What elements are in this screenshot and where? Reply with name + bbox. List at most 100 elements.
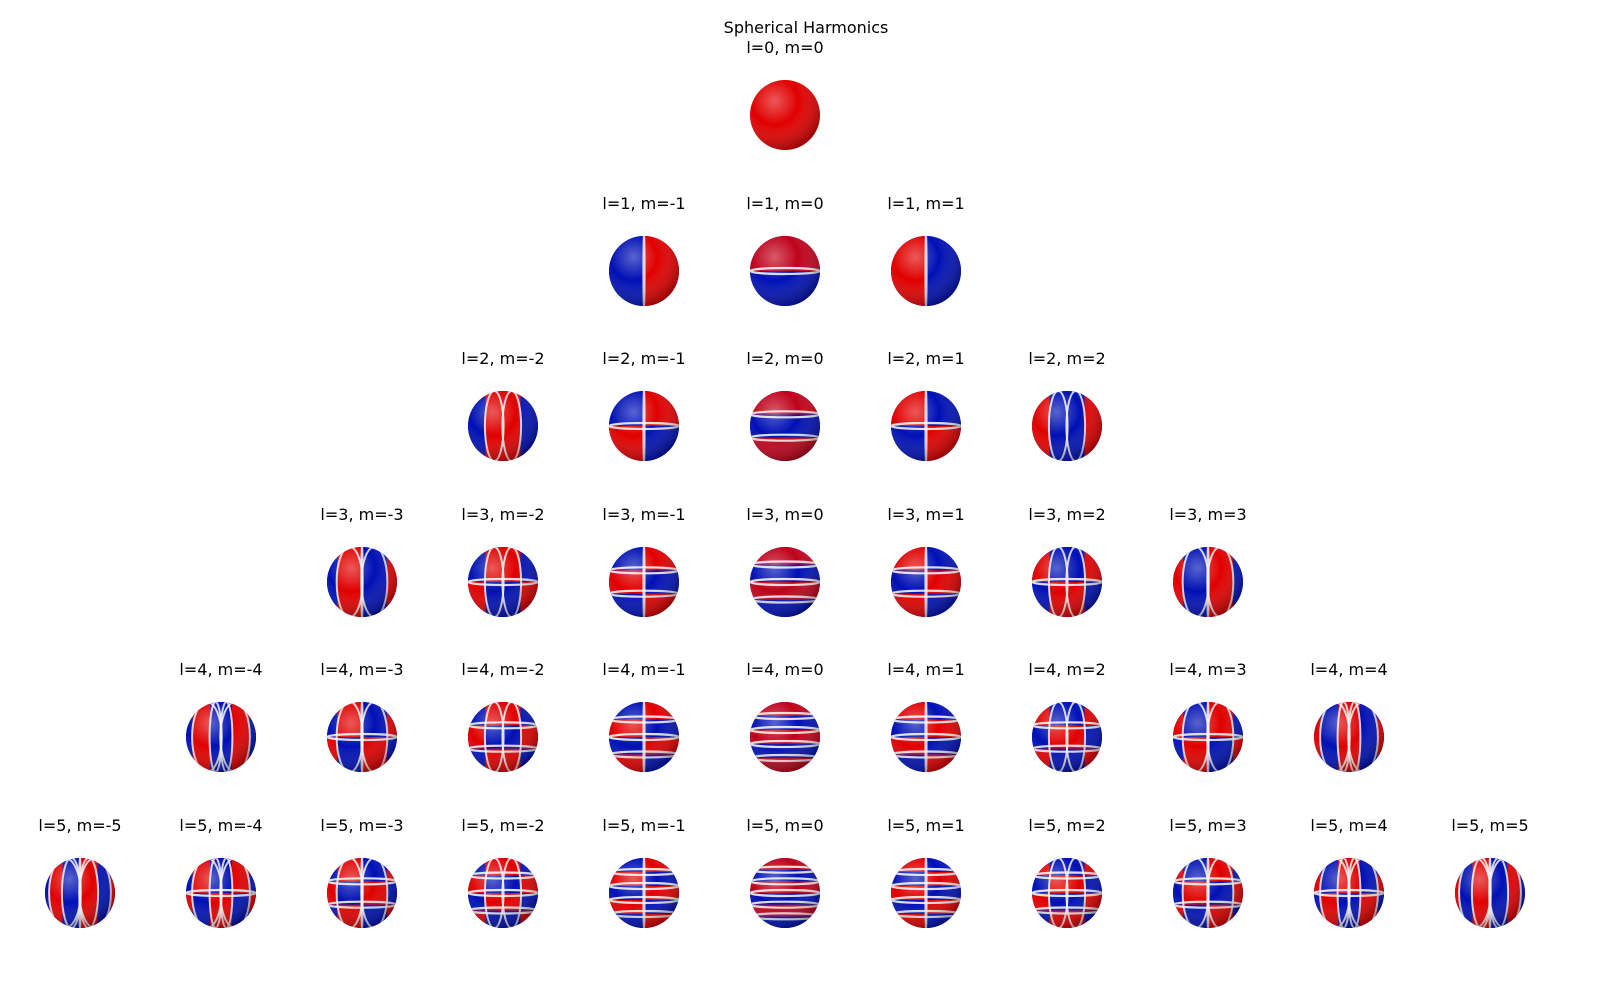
harmonic-sphere — [1314, 858, 1384, 928]
harmonic-sphere — [327, 546, 397, 617]
harmonic-cell: l=4, m=1 — [851, 660, 1001, 810]
sphere-surface — [750, 235, 820, 306]
sphere-surface — [327, 702, 397, 773]
sphere-surface — [1455, 858, 1525, 928]
harmonic-label: l=5, m=-1 — [602, 816, 686, 835]
harmonic-label: l=2, m=-1 — [602, 349, 686, 369]
harmonic-label: l=5, m=2 — [1028, 816, 1106, 835]
harmonic-sphere — [891, 391, 961, 462]
sphere-surface — [1173, 546, 1243, 617]
sphere-surface — [468, 702, 538, 773]
harmonic-cell: l=5, m=3 — [1133, 816, 1283, 966]
harmonic-cell: l=3, m=1 — [851, 505, 1001, 655]
sphere-surface — [1032, 858, 1102, 928]
harmonic-label: l=1, m=-1 — [602, 193, 686, 213]
harmonic-cell: l=5, m=-4 — [146, 816, 296, 966]
sphere-surface — [327, 546, 397, 617]
sphere-surface — [186, 858, 256, 928]
harmonic-cell: l=3, m=2 — [992, 505, 1142, 655]
harmonic-cell: l=2, m=-1 — [569, 349, 719, 499]
sphere-surface — [1032, 391, 1102, 462]
harmonic-sphere — [186, 858, 256, 928]
harmonic-sphere — [468, 391, 538, 462]
harmonic-cell: l=5, m=-5 — [5, 816, 155, 966]
harmonic-label: l=5, m=-3 — [320, 816, 404, 835]
harmonic-cell: l=0, m=0 — [710, 38, 860, 188]
harmonic-sphere — [609, 702, 679, 773]
sphere-surface — [45, 858, 115, 928]
harmonic-label: l=3, m=1 — [887, 504, 965, 524]
harmonic-label: l=4, m=1 — [887, 660, 965, 680]
sphere-surface — [609, 702, 679, 773]
harmonic-sphere — [891, 546, 961, 617]
harmonic-cell: l=4, m=-2 — [428, 660, 578, 810]
harmonic-label: l=5, m=1 — [887, 816, 965, 835]
harmonic-cell: l=2, m=0 — [710, 349, 860, 499]
sphere-surface — [891, 702, 961, 773]
harmonic-sphere — [891, 858, 961, 928]
harmonic-sphere — [1032, 546, 1102, 617]
sphere-surface — [750, 80, 820, 150]
harmonic-label: l=4, m=2 — [1028, 660, 1106, 680]
harmonic-label: l=2, m=2 — [1028, 349, 1106, 369]
harmonic-label: l=3, m=-2 — [461, 504, 545, 524]
harmonic-sphere — [327, 702, 397, 773]
harmonic-sphere — [186, 702, 256, 773]
harmonic-label: l=2, m=-2 — [461, 349, 545, 369]
harmonic-sphere — [468, 702, 538, 773]
harmonic-cell: l=1, m=-1 — [569, 194, 719, 344]
sphere-surface — [609, 391, 679, 462]
harmonic-cell: l=3, m=0 — [710, 505, 860, 655]
harmonic-sphere — [45, 858, 115, 928]
sphere-surface — [609, 235, 679, 306]
harmonic-label: l=4, m=-2 — [461, 660, 545, 680]
harmonic-sphere — [1032, 858, 1102, 928]
harmonic-sphere — [1455, 858, 1525, 928]
harmonic-cell: l=2, m=2 — [992, 349, 1142, 499]
harmonic-label: l=2, m=1 — [887, 349, 965, 369]
harmonic-sphere — [891, 702, 961, 773]
sphere-surface — [609, 858, 679, 928]
sphere-surface — [1314, 702, 1384, 773]
harmonic-cell: l=3, m=-3 — [287, 505, 437, 655]
sphere-surface — [891, 235, 961, 306]
harmonic-cell: l=4, m=-4 — [146, 660, 296, 810]
harmonic-cell: l=4, m=0 — [710, 660, 860, 810]
harmonic-cell: l=2, m=1 — [851, 349, 1001, 499]
sphere-surface — [468, 546, 538, 617]
harmonic-cell: l=4, m=3 — [1133, 660, 1283, 810]
harmonic-cell: l=5, m=2 — [992, 816, 1142, 966]
harmonic-label: l=5, m=3 — [1169, 816, 1247, 835]
sphere-surface — [750, 858, 820, 928]
harmonic-cell: l=3, m=-1 — [569, 505, 719, 655]
harmonic-cell: l=2, m=-2 — [428, 349, 578, 499]
sphere-surface — [891, 858, 961, 928]
harmonic-label: l=3, m=-1 — [602, 504, 686, 524]
sphere-surface — [609, 546, 679, 617]
harmonic-sphere — [468, 546, 538, 617]
sphere-surface — [750, 546, 820, 617]
harmonic-sphere — [750, 235, 820, 306]
sphere-surface — [891, 391, 961, 462]
harmonic-sphere — [750, 391, 820, 462]
figure-title: Spherical Harmonics — [0, 18, 1600, 38]
figure-title-text: Spherical Harmonics — [723, 18, 889, 37]
harmonic-label: l=5, m=-4 — [179, 816, 263, 835]
harmonic-label: l=5, m=0 — [746, 816, 824, 835]
harmonic-sphere — [1032, 391, 1102, 462]
sphere-surface — [1173, 858, 1243, 928]
sphere-surface — [1173, 702, 1243, 773]
harmonic-label: l=4, m=-1 — [602, 660, 686, 680]
harmonic-label: l=0, m=0 — [746, 38, 824, 57]
harmonic-label: l=5, m=4 — [1310, 816, 1388, 835]
harmonic-sphere — [750, 80, 820, 150]
harmonic-sphere — [609, 235, 679, 306]
harmonic-label: l=1, m=0 — [746, 193, 824, 213]
harmonic-sphere — [750, 546, 820, 617]
harmonic-cell: l=5, m=-2 — [428, 816, 578, 966]
harmonic-label: l=1, m=1 — [887, 193, 965, 213]
harmonic-cell: l=4, m=4 — [1274, 660, 1424, 810]
harmonic-cell: l=5, m=4 — [1274, 816, 1424, 966]
harmonic-label: l=3, m=0 — [746, 504, 824, 524]
harmonic-label: l=4, m=4 — [1310, 660, 1388, 680]
